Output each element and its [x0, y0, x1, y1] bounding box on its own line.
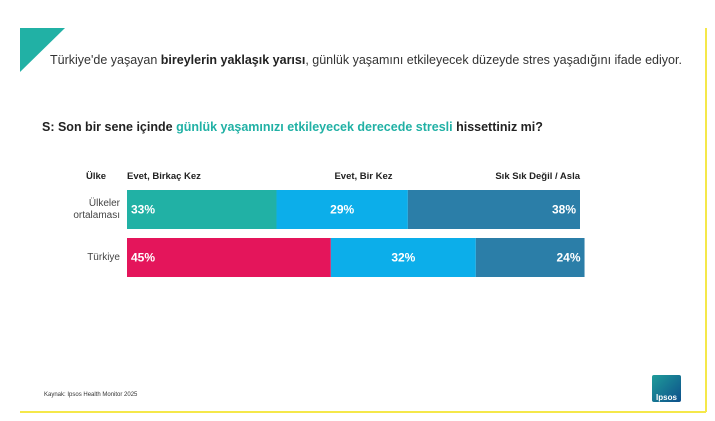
category-label: Ülkeler ortalaması: [73, 197, 120, 221]
title-text: S: Son bir sene içinde: [42, 120, 177, 134]
logo: Ipsos: [652, 375, 681, 402]
header: Türkiye'de yaşayan bireylerin yaklaşık y…: [50, 53, 682, 67]
legend-label: Sık Sık Değil / Asla: [495, 171, 580, 182]
bar-segment: [330, 238, 476, 277]
source: Kaynak: Ipsos Health Monitor 2025: [44, 392, 138, 398]
value-label: 38%: [552, 203, 576, 217]
value-label: 33%: [131, 203, 155, 217]
header-bold: bireylerin yaklaşık yarısı: [160, 53, 306, 67]
corner-triangle: [20, 28, 65, 72]
header-text: , günlük yaşamını etkileyecek düzeyde st…: [305, 53, 682, 67]
category-label: Türkiye: [87, 251, 120, 263]
legend-label: Evet, Birkaç Kez: [127, 171, 201, 182]
value-label: 29%: [330, 203, 354, 217]
value-label: 32%: [391, 251, 415, 265]
title-text: hissettiniz mi?: [452, 120, 543, 134]
bar-segment: [475, 238, 585, 277]
legend-label: Evet, Bir Kez: [334, 171, 393, 182]
value-label: 45%: [131, 251, 155, 265]
bar-segment: [127, 190, 277, 229]
category-header: Ülke: [86, 171, 107, 182]
value-label: 24%: [556, 251, 580, 265]
chart-title: S: Son bir sene içinde günlük yaşamınızı…: [42, 120, 543, 134]
bar-segment: [127, 238, 331, 277]
title-highlight: günlük yaşamınızı etkileyecek derecede s…: [176, 120, 453, 134]
bar-segment: [407, 190, 580, 229]
header-text: Türkiye'de yaşayan: [50, 53, 161, 67]
bar-segment: [276, 190, 408, 229]
